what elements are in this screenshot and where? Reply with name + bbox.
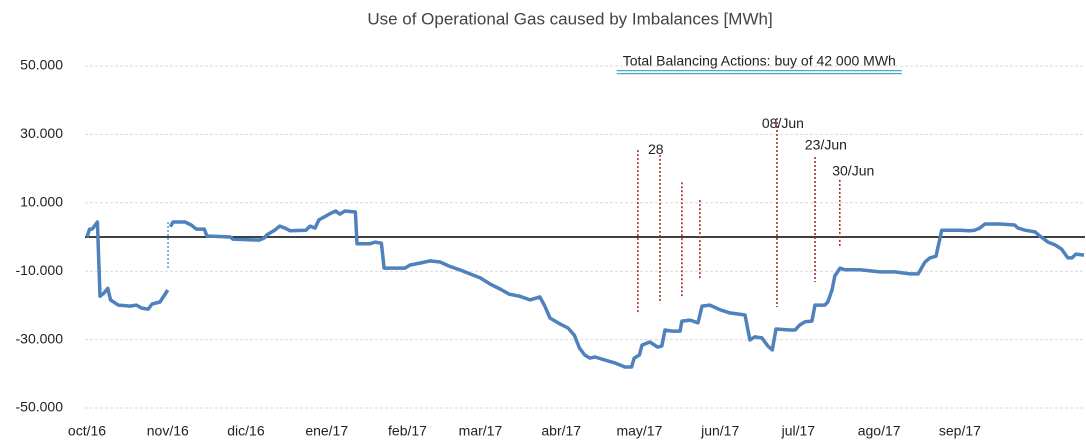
y-tick-label: 50.000	[20, 57, 63, 73]
x-tick-label: nov/16	[147, 423, 189, 439]
x-tick-label: abr/17	[541, 423, 581, 439]
x-tick-label: may/17	[616, 423, 662, 439]
data-line	[85, 209, 1085, 369]
y-tick-label: -30.000	[16, 330, 64, 346]
annotation: 23/Jun	[805, 137, 847, 153]
x-tick-label: jun/17	[700, 423, 739, 439]
note: Total Balancing Actions: buy of 42 000 M…	[623, 53, 896, 69]
x-tick-label: oct/16	[68, 423, 106, 439]
x-tick-label: ago/17	[858, 423, 901, 439]
annotation: 08/Jun	[762, 115, 804, 131]
y-tick-label: 10.000	[20, 194, 63, 210]
x-tick-label: mar/17	[459, 423, 503, 439]
x-tick-label: jul/17	[781, 423, 816, 439]
chart-title: Use of Operational Gas caused by Imbalan…	[367, 9, 772, 28]
y-tick-label: -10.000	[16, 262, 64, 278]
x-tick-label: dic/16	[227, 423, 265, 439]
y-tick-label: -50.000	[16, 399, 64, 415]
annotation: 30/Jun	[832, 163, 874, 179]
x-tick-label: ene/17	[305, 423, 348, 439]
x-tick-label: sep/17	[939, 423, 981, 439]
annotation: 28	[648, 141, 664, 157]
y-tick-label: 30.000	[20, 125, 63, 141]
x-tick-label: feb/17	[388, 423, 427, 439]
